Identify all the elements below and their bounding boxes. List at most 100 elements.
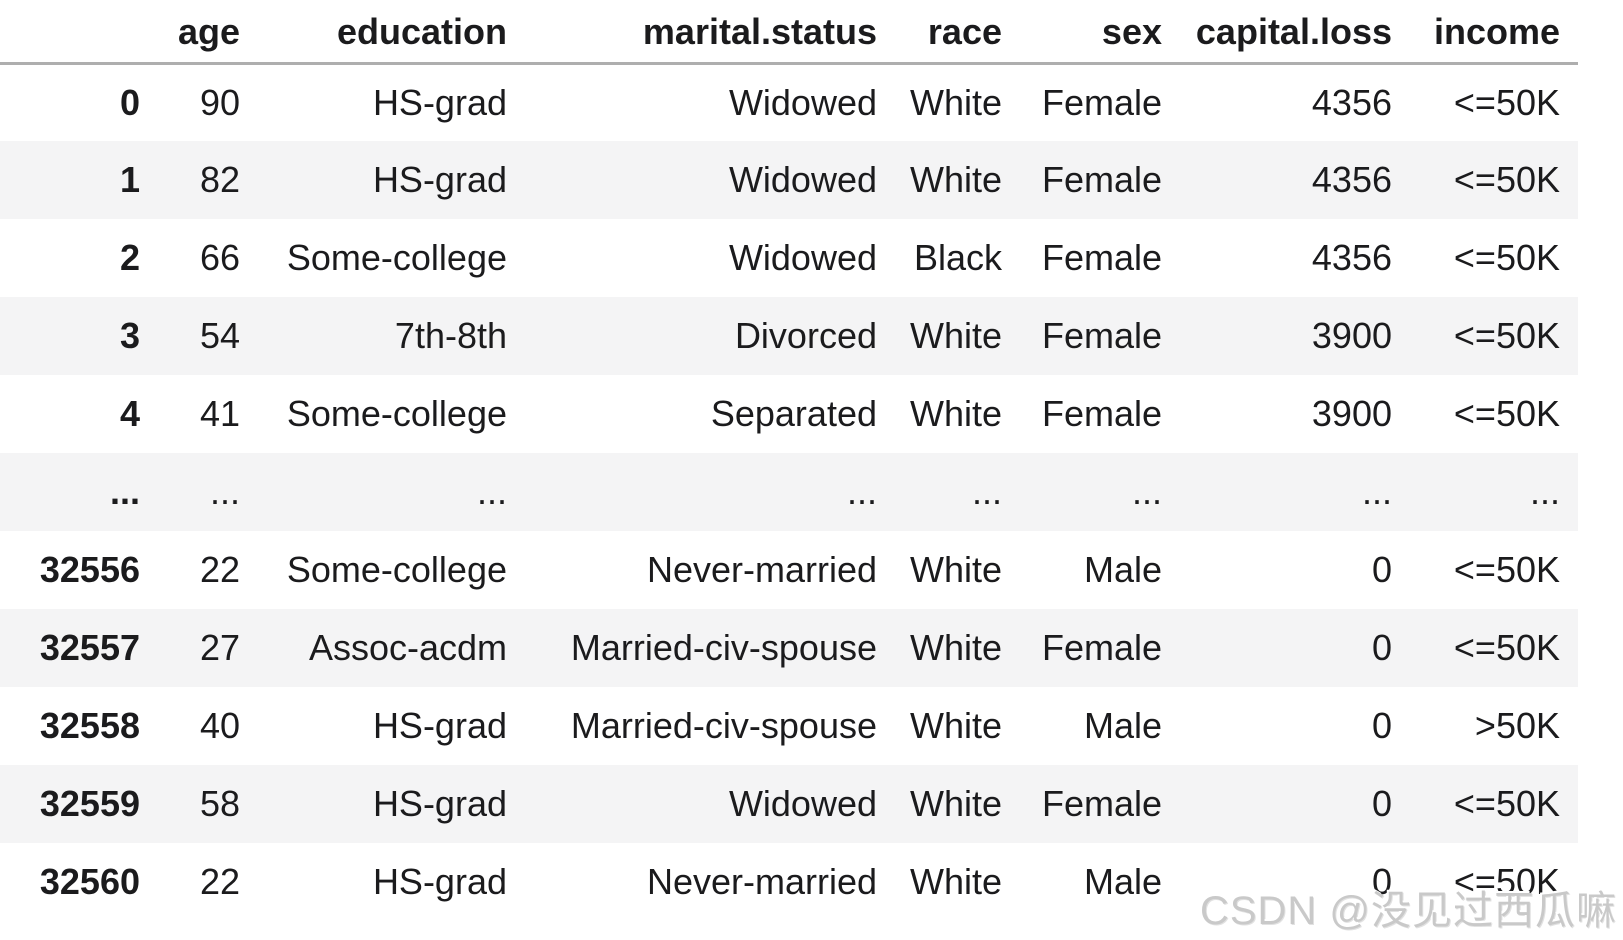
row-index-cell: 0 [119,81,140,123]
table-cell: 0 [1371,861,1392,903]
table-row: ........................ [0,453,1578,531]
table-cell: Never-married [646,549,877,591]
table-cell: Divorced [734,315,877,357]
table-cell: 54 [199,315,240,357]
table-cell: Black [913,237,1002,279]
table-cell: HS-grad [372,861,507,903]
table-cell: ... [1361,471,1392,513]
table-cell: ... [1529,471,1560,513]
row-index-cell: 1 [119,159,140,201]
table-cell: 7th-8th [394,315,507,357]
column-header-education: education [258,0,525,65]
table-cell: Never-married [646,861,877,903]
table-cell: White [909,627,1002,669]
table-cell: Female [1041,81,1162,123]
header-row: age education marital.status race sex capital… [0,0,1578,65]
table-cell: 22 [199,861,240,903]
table-cell: 66 [199,237,240,279]
table-cell: <=50K [1453,315,1560,357]
table-row: 4 41 Some-college Separated White Female 3900 <… [0,375,1578,453]
table-row: 32557 27 Assoc-acdm Married-civ-spouse White… [0,609,1578,687]
column-header-marital-status: marital.status [525,0,895,65]
table-cell: <=50K [1453,159,1560,201]
table-cell: White [909,861,1002,903]
table-cell: 3900 [1311,315,1392,357]
table-cell: Married-civ-spouse [570,627,877,669]
table-cell: Female [1041,393,1162,435]
dataframe-table: age education marital.status race sex capital… [0,0,1578,921]
table-cell: White [909,159,1002,201]
table-cell: <=50K [1453,81,1560,123]
row-index-cell: 32559 [39,783,140,825]
table-cell: Widowed [728,237,877,279]
table-cell: Female [1041,159,1162,201]
table-cell: 82 [199,159,240,201]
table-row: 32558 40 HS-grad Married-civ-spouse White Mal… [0,687,1578,765]
row-index-cell: 4 [119,393,140,435]
table-cell: Some-college [286,393,507,435]
table-cell: White [909,315,1002,357]
table-cell: HS-grad [372,705,507,747]
table-body: 0 90 HS-grad Widowed White Female 4356 <=50K 1 82… [0,63,1578,921]
table-cell: <=50K [1453,627,1560,669]
table-cell: 3900 [1311,393,1392,435]
table-cell: <=50K [1453,861,1560,903]
table-cell: Widowed [728,783,877,825]
table-cell: Male [1083,861,1162,903]
row-index-cell: 32560 [39,861,140,903]
table-cell: ... [1131,471,1162,513]
table-cell: 0 [1371,705,1392,747]
table-cell: White [909,81,1002,123]
table-cell: White [909,783,1002,825]
column-header-race: race [895,0,1020,65]
table-cell: Assoc-acdm [308,627,507,669]
table-cell: 58 [199,783,240,825]
table-cell: Male [1083,705,1162,747]
table-row: 3 54 7th-8th Divorced White Female 3900 <=50K [0,297,1578,375]
row-index-cell: 3 [119,315,140,357]
table-cell: ... [209,471,240,513]
table-row: 32559 58 HS-grad Widowed White Female 0 <=50K [0,765,1578,843]
table-cell: Married-civ-spouse [570,705,877,747]
row-index-cell: ... [109,471,140,513]
column-header-capital-loss: capital.loss [1180,0,1410,65]
index-column-header [0,0,158,65]
table-cell: HS-grad [372,81,507,123]
column-header-income: income [1410,0,1578,65]
table-cell: 4356 [1311,81,1392,123]
table-cell: >50K [1474,705,1560,747]
table-cell: Widowed [728,159,877,201]
table-cell: White [909,393,1002,435]
table-cell: 41 [199,393,240,435]
table-cell: <=50K [1453,549,1560,591]
table-cell: 40 [199,705,240,747]
row-index-cell: 32556 [39,549,140,591]
column-header-sex: sex [1020,0,1180,65]
table-cell: ... [971,471,1002,513]
table-row: 0 90 HS-grad Widowed White Female 4356 <=50K [0,63,1578,141]
table-cell: Some-college [286,237,507,279]
table-cell: Female [1041,627,1162,669]
table-cell: Female [1041,783,1162,825]
table-cell: White [909,705,1002,747]
row-index-cell: 2 [119,237,140,279]
table-cell: 27 [199,627,240,669]
table-cell: <=50K [1453,783,1560,825]
table-cell: ... [476,471,507,513]
column-header-age: age [158,0,258,65]
table-row: 2 66 Some-college Widowed Black Female 4356 <=5… [0,219,1578,297]
table-cell: Widowed [728,81,877,123]
table-row: 1 82 HS-grad Widowed White Female 4356 <=50K [0,141,1578,219]
table-cell: HS-grad [372,783,507,825]
table-cell: Male [1083,549,1162,591]
table-cell: <=50K [1453,393,1560,435]
table-cell: 0 [1371,549,1392,591]
table-cell: HS-grad [372,159,507,201]
row-index-cell: 32557 [39,627,140,669]
table-row: 32560 22 HS-grad Never-married White Male 0 <=5… [0,843,1578,921]
table-cell: 0 [1371,783,1392,825]
table-cell: Female [1041,315,1162,357]
table-cell: 4356 [1311,237,1392,279]
table-cell: White [909,549,1002,591]
table-cell: Separated [710,393,877,435]
